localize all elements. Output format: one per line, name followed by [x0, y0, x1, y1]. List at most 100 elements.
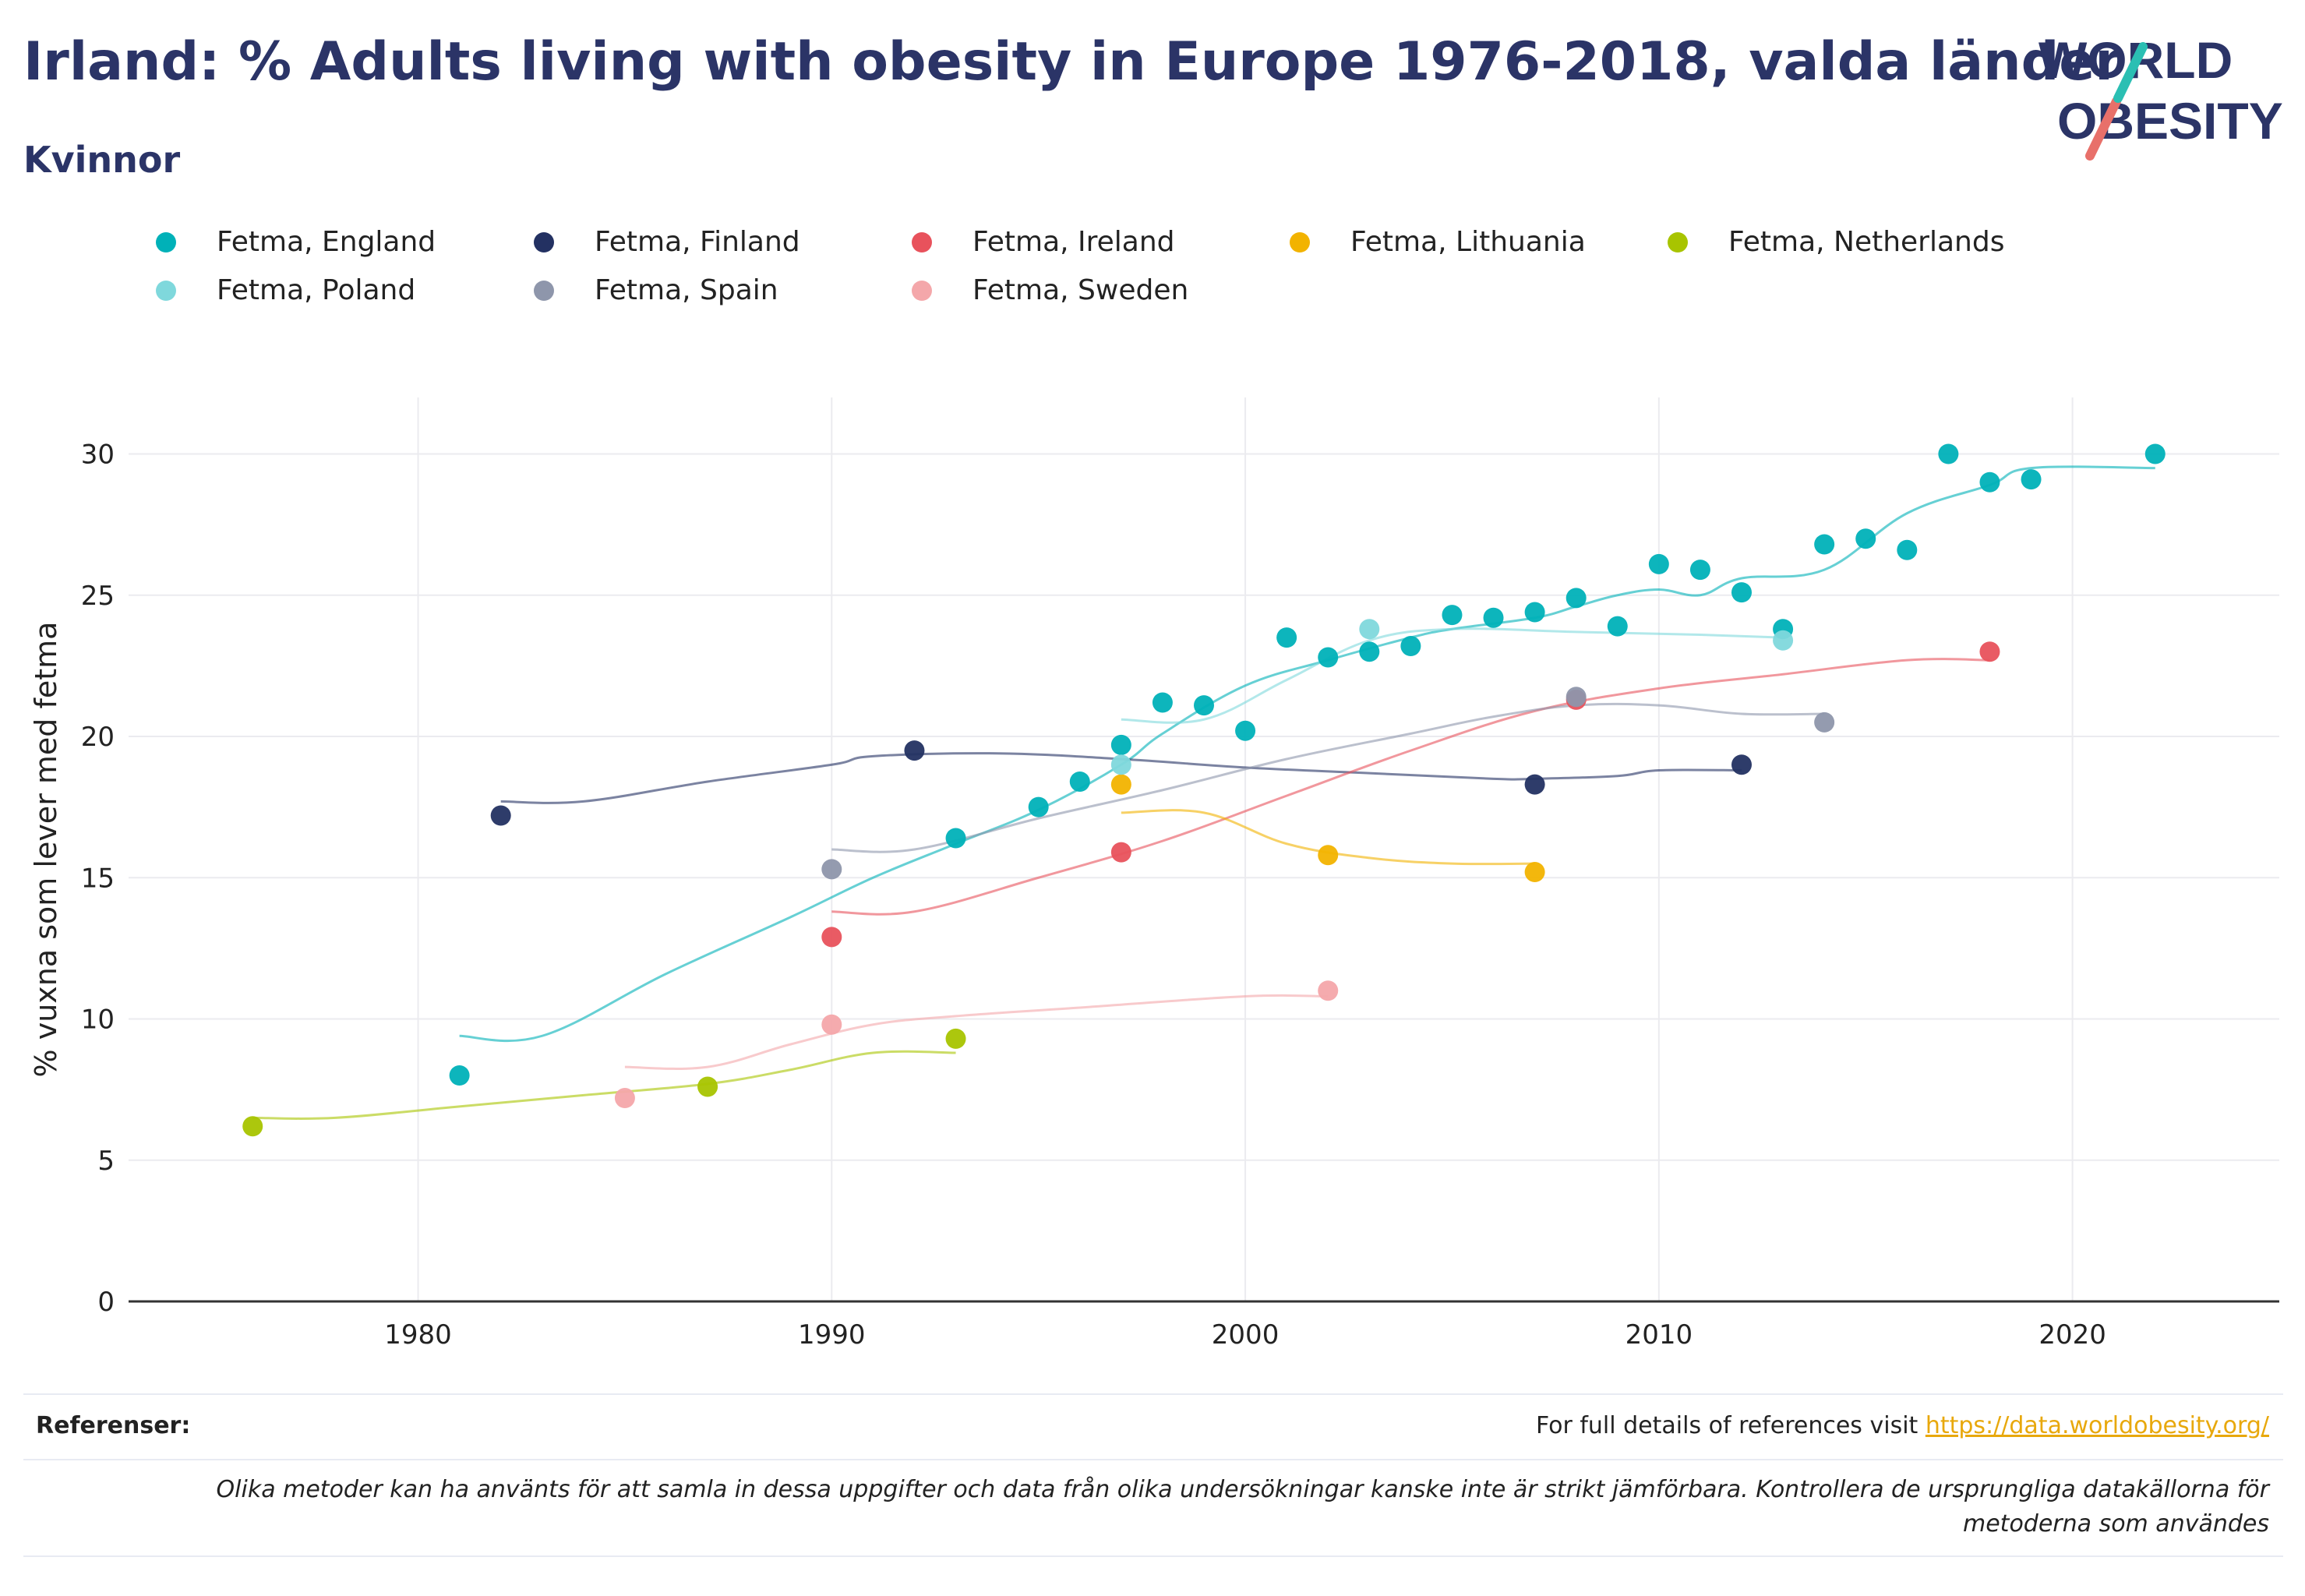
data-point-fetma-england[interactable] — [1194, 695, 1214, 716]
y-tick-label: 20 — [81, 722, 115, 753]
data-point-fetma-sweden[interactable] — [614, 1088, 635, 1108]
data-point-fetma-england[interactable] — [1318, 647, 1339, 668]
legend-item-fetma-england[interactable]: Fetma, England — [156, 226, 436, 258]
data-point-fetma-poland[interactable] — [1110, 754, 1131, 775]
data-point-fetma-england[interactable] — [1565, 588, 1587, 609]
data-point-fetma-england[interactable] — [1442, 605, 1463, 626]
legend-item-fetma-sweden[interactable]: Fetma, Sweden — [912, 274, 1188, 306]
data-point-fetma-england[interactable] — [1938, 443, 1959, 464]
data-point-fetma-netherlands[interactable] — [945, 1028, 966, 1049]
data-point-fetma-ireland[interactable] — [1110, 842, 1131, 863]
data-point-fetma-finland[interactable] — [904, 740, 925, 761]
trend-line-fetma-sweden — [624, 994, 1329, 1070]
trend-line-fetma-finland — [500, 752, 1742, 804]
data-point-fetma-sweden[interactable] — [821, 1014, 842, 1035]
legend-label: Fetma, Lithuania — [1350, 226, 1586, 258]
data-point-fetma-england[interactable] — [1814, 534, 1835, 555]
legend-label: Fetma, Spain — [595, 274, 778, 306]
y-tick-label: 15 — [81, 863, 115, 894]
data-point-fetma-england[interactable] — [1483, 607, 1504, 628]
references-link[interactable]: https://data.worldobesity.org/ — [1925, 1412, 2269, 1439]
obesity-chart: 1980 1990 2000 2010 2020 0 5 10 15 20 25 30 % vuxna … — [29, 397, 2279, 1351]
data-point-fetma-england[interactable] — [945, 828, 966, 849]
data-point-fetma-ireland[interactable] — [1979, 641, 2000, 662]
legend-item-fetma-spain[interactable]: Fetma, Spain — [534, 274, 778, 306]
data-point-fetma-england[interactable] — [449, 1065, 470, 1086]
data-point-fetma-finland[interactable] — [490, 805, 511, 826]
data-point-fetma-england[interactable] — [1152, 692, 1173, 713]
data-point-fetma-england[interactable] — [2021, 469, 2042, 490]
y-tick-label: 30 — [81, 440, 115, 471]
legend-marker — [1668, 231, 1688, 252]
trend-line-fetma-spain — [831, 702, 1825, 853]
world-obesity-logo: WORLD OBESITY — [2038, 31, 2283, 161]
legend-label: Fetma, Netherlands — [1728, 226, 2005, 258]
legend-label: Fetma, Sweden — [972, 274, 1189, 306]
legend-item-fetma-ireland[interactable]: Fetma, Ireland — [912, 226, 1175, 258]
data-point-fetma-finland[interactable] — [1524, 774, 1545, 795]
page-subtitle: Kvinnor — [23, 139, 181, 181]
x-tick-label: 1990 — [798, 1319, 866, 1351]
chart-axes: 1980 1990 2000 2010 2020 0 5 10 15 20 25 30 % vuxna … — [29, 440, 2279, 1351]
legend-item-fetma-finland[interactable]: Fetma, Finland — [534, 226, 800, 258]
data-point-fetma-england[interactable] — [1235, 720, 1256, 741]
data-point-fetma-england[interactable] — [2144, 443, 2166, 464]
references-text: For full details of references visit htt… — [1536, 1412, 2269, 1439]
data-point-fetma-lithuania[interactable] — [1110, 774, 1131, 795]
data-point-fetma-netherlands[interactable] — [242, 1116, 263, 1137]
legend-label: Fetma, England — [217, 226, 436, 258]
data-point-fetma-england[interactable] — [1689, 560, 1710, 581]
data-point-fetma-poland[interactable] — [1773, 630, 1794, 651]
data-point-fetma-spain[interactable] — [1814, 711, 1835, 733]
legend-item-fetma-poland[interactable]: Fetma, Poland — [156, 274, 415, 306]
chart-trend-lines — [252, 465, 2155, 1121]
x-tick-label: 2010 — [1626, 1319, 1693, 1351]
data-point-fetma-ireland[interactable] — [821, 927, 842, 948]
data-point-fetma-poland[interactable] — [1359, 619, 1380, 640]
footer-divider — [23, 1555, 2283, 1557]
data-point-fetma-england[interactable] — [1110, 734, 1131, 755]
chart-legend: Fetma, England Fetma, Finland Fetma, Irela… — [156, 226, 2182, 335]
legend-marker — [912, 280, 932, 301]
methodology-note: Olika metoder kan ha använts för att sam… — [216, 1476, 2269, 1538]
references-prefix: For full details of references visit — [1535, 1412, 1926, 1439]
svg-text:OBESITY: OBESITY — [2057, 92, 2283, 150]
data-point-fetma-spain[interactable] — [821, 859, 842, 880]
data-point-fetma-lithuania[interactable] — [1318, 845, 1339, 866]
y-tick-label: 25 — [81, 581, 115, 612]
y-tick-label: 10 — [81, 1005, 115, 1036]
references-label: Referenser: — [36, 1412, 191, 1439]
legend-marker — [534, 231, 554, 252]
data-point-fetma-england[interactable] — [1359, 641, 1380, 662]
data-point-fetma-finland[interactable] — [1731, 754, 1752, 775]
data-point-fetma-england[interactable] — [1731, 582, 1752, 603]
data-point-fetma-england[interactable] — [1276, 627, 1297, 648]
data-point-fetma-england[interactable] — [1855, 528, 1876, 549]
data-point-fetma-england[interactable] — [1897, 539, 1918, 560]
data-point-fetma-sweden[interactable] — [1318, 980, 1339, 1001]
y-axis-label: % vuxna som lever med fetma — [29, 622, 63, 1078]
legend-item-fetma-netherlands[interactable]: Fetma, Netherlands — [1668, 226, 2004, 258]
data-point-fetma-england[interactable] — [1524, 602, 1545, 623]
data-point-fetma-netherlands[interactable] — [697, 1076, 718, 1097]
footer-divider — [23, 1459, 2283, 1460]
data-point-fetma-england[interactable] — [1069, 772, 1090, 792]
data-point-fetma-england[interactable] — [1400, 636, 1421, 656]
legend-marker — [156, 280, 176, 301]
data-point-fetma-england[interactable] — [1979, 471, 2000, 493]
legend-item-fetma-lithuania[interactable]: Fetma, Lithuania — [1290, 226, 1586, 258]
legend-marker — [1290, 231, 1310, 252]
data-point-fetma-england[interactable] — [1028, 796, 1049, 817]
data-point-fetma-lithuania[interactable] — [1524, 862, 1545, 882]
y-tick-label: 0 — [97, 1287, 115, 1318]
x-tick-label: 2020 — [2038, 1319, 2106, 1351]
trend-line-fetma-ireland — [831, 658, 1990, 916]
legend-marker — [912, 231, 932, 252]
x-tick-label: 1980 — [384, 1319, 452, 1351]
footer-divider — [23, 1393, 2283, 1395]
trend-line-fetma-netherlands — [252, 1050, 956, 1121]
data-point-fetma-england[interactable] — [1607, 616, 1628, 637]
data-point-fetma-spain[interactable] — [1565, 687, 1587, 708]
data-point-fetma-england[interactable] — [1648, 553, 1669, 574]
page-title: Irland: % Adults living with obesity in … — [23, 31, 2121, 93]
